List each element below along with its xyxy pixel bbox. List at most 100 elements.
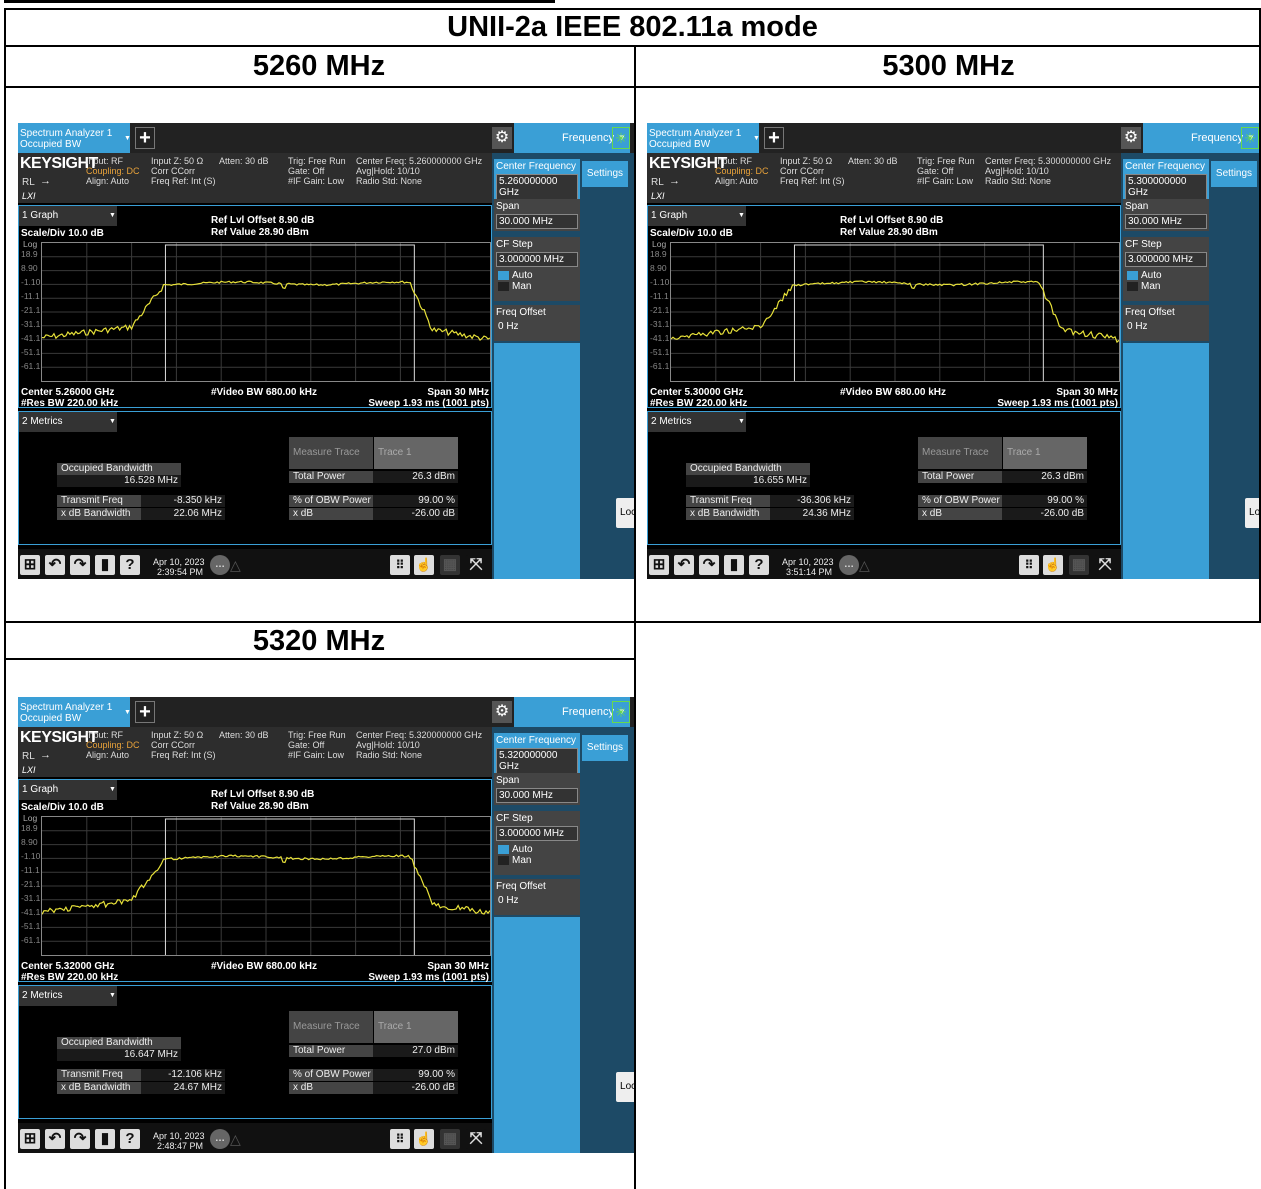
center-frequency-key[interactable]: Center Frequency 5.320000000 GHz [494, 733, 580, 776]
chat-icon[interactable]: … [210, 555, 230, 575]
file-icon[interactable]: ▮ [95, 1129, 115, 1149]
measure-trace-button[interactable]: Measure Trace [289, 1011, 373, 1043]
center-frequency-key-value[interactable]: 5.260000000 GHz [496, 174, 578, 200]
trace-select[interactable]: Trace 1 [374, 1011, 458, 1043]
settings-tab[interactable]: Settings [582, 161, 628, 187]
measure-trace-button[interactable]: Measure Trace [289, 437, 373, 469]
help-icon[interactable]: ? [120, 1129, 140, 1149]
auto-option[interactable]: Auto [1125, 270, 1207, 281]
settings-tab[interactable]: Settings [582, 735, 628, 761]
span-label: Span 30 MHz [427, 387, 489, 398]
span-key-value[interactable]: 30.000 MHz [496, 214, 578, 229]
auto-option[interactable]: Auto [496, 844, 578, 855]
touch-icon[interactable]: ☝ [414, 1129, 434, 1149]
windows-icon[interactable]: ⊞ [649, 555, 669, 575]
log-label: Log [23, 813, 38, 823]
softkey-empty-area [494, 343, 580, 579]
auto-option[interactable]: Auto [496, 270, 578, 281]
fullscreen-icon[interactable]: ⤧ [466, 1129, 486, 1149]
fullscreen-icon[interactable]: ⤧ [466, 555, 486, 575]
gear-icon[interactable]: ⚙ [492, 127, 512, 149]
screen-tab[interactable]: Spectrum Analyzer 1 Occupied BW ▼ [18, 123, 131, 153]
plus-icon[interactable]: + [135, 701, 155, 723]
chat-icon[interactable]: … [839, 555, 859, 575]
obw-pct-value: 99.00 % [373, 495, 458, 507]
grid-icon[interactable]: ▦ [440, 555, 460, 575]
center-freq-label: Center 5.32000 GHz [21, 961, 115, 972]
help-icon[interactable]: ? [120, 555, 140, 575]
center-frequency-key-value[interactable]: 5.300000000 GHz [1125, 174, 1207, 200]
graph-dropdown[interactable]: 1 Graph ▼ [648, 206, 746, 226]
frequency-menu-button[interactable]: Frequency ▼ [514, 123, 630, 153]
file-icon[interactable]: ▮ [724, 555, 744, 575]
screen-tab[interactable]: Spectrum Analyzer 1 Occupied BW ▼ [18, 697, 131, 727]
span-key-label: Span [496, 775, 520, 786]
grid-icon[interactable]: ▦ [440, 1129, 460, 1149]
touch-icon[interactable]: ☝ [1043, 555, 1063, 575]
status-input-z: Input Z: 50 Ω [151, 156, 204, 166]
windows-icon[interactable]: ⊞ [20, 1129, 40, 1149]
undo-icon[interactable]: ↶ [45, 1129, 65, 1149]
local-button[interactable]: Local [616, 1072, 634, 1102]
chat-icon[interactable]: … [210, 1129, 230, 1149]
metrics-dropdown[interactable]: 2 Metrics ▼ [19, 412, 117, 432]
settings-tab[interactable]: Settings [1211, 161, 1257, 187]
status-input-z: Input Z: 50 Ω [780, 156, 833, 166]
redo-icon[interactable]: ↷ [699, 555, 719, 575]
cf-step-key-value[interactable]: 3.000000 MHz [496, 252, 578, 267]
undo-icon[interactable]: ↶ [674, 555, 694, 575]
screen-tab[interactable]: Spectrum Analyzer 1 Occupied BW ▼ [647, 123, 760, 153]
span-key-value[interactable]: 30.000 MHz [1125, 214, 1207, 229]
freq-offset-key[interactable]: Freq Offset 0 Hz [494, 305, 580, 341]
help-icon[interactable]: ? [749, 555, 769, 575]
center-frequency-key-value[interactable]: 5.320000000 GHz [496, 748, 578, 774]
cf-step-key[interactable]: CF Step 3.000000 MHz Auto Man [494, 811, 580, 875]
redo-icon[interactable]: ↷ [70, 1129, 90, 1149]
cf-step-key[interactable]: CF Step 3.000000 MHz Auto Man [494, 237, 580, 301]
graph-dropdown[interactable]: 1 Graph ▼ [19, 780, 117, 800]
undo-icon[interactable]: ↶ [45, 555, 65, 575]
gear-icon[interactable]: ⚙ [1121, 127, 1141, 149]
graph-dropdown[interactable]: 1 Graph ▼ [19, 206, 117, 226]
lxi-icon: LXI [651, 191, 665, 201]
man-option[interactable]: Man [496, 855, 578, 866]
cf-step-key[interactable]: CF Step 3.000000 MHz Auto Man [1123, 237, 1209, 301]
freq-offset-key[interactable]: Freq Offset 0 Hz [1123, 305, 1209, 341]
y-tick: -61.1 [650, 361, 670, 371]
windows-icon[interactable]: ⊞ [20, 555, 40, 575]
span-key[interactable]: Span 30.000 MHz [494, 773, 580, 805]
keypad-icon[interactable]: ⠿ [390, 555, 410, 575]
span-key-value[interactable]: 30.000 MHz [496, 788, 578, 803]
status-input-group: Input: RF Coupling: DC Align: Auto [715, 156, 769, 186]
cf-step-key-value[interactable]: 3.000000 MHz [496, 826, 578, 841]
y-tick: -11.1 [21, 291, 40, 301]
file-icon[interactable]: ▮ [95, 555, 115, 575]
keypad-icon[interactable]: ⠿ [1019, 555, 1039, 575]
center-frequency-key[interactable]: Center Frequency 5.300000000 GHz [1123, 159, 1209, 202]
plus-icon[interactable]: + [764, 127, 784, 149]
span-key[interactable]: Span 30.000 MHz [494, 199, 580, 231]
man-option[interactable]: Man [496, 281, 578, 292]
redo-icon[interactable]: ↷ [70, 555, 90, 575]
grid-icon[interactable]: ▦ [1069, 555, 1089, 575]
fullscreen-icon[interactable]: ⤧ [1095, 555, 1115, 575]
keypad-icon[interactable]: ⠿ [390, 1129, 410, 1149]
freq-offset-key[interactable]: Freq Offset 0 Hz [494, 879, 580, 915]
trace-select[interactable]: Trace 1 [1003, 437, 1087, 469]
frequency-menu-button[interactable]: Frequency ▼ [514, 697, 630, 727]
status-inputz-group: Input Z: 50 Ω Corr CCorr Freq Ref: Int (… [151, 730, 216, 760]
touch-icon[interactable]: ☝ [414, 555, 434, 575]
frequency-menu-button[interactable]: Frequency ▼ [1143, 123, 1259, 153]
local-button[interactable]: Local [1245, 498, 1259, 528]
span-key[interactable]: Span 30.000 MHz [1123, 199, 1209, 231]
man-option[interactable]: Man [1125, 281, 1207, 292]
gear-icon[interactable]: ⚙ [492, 701, 512, 723]
measure-trace-button[interactable]: Measure Trace [918, 437, 1002, 469]
metrics-dropdown[interactable]: 2 Metrics ▼ [19, 986, 117, 1006]
center-frequency-key[interactable]: Center Frequency 5.260000000 GHz [494, 159, 580, 202]
cf-step-key-value[interactable]: 3.000000 MHz [1125, 252, 1207, 267]
plus-icon[interactable]: + [135, 127, 155, 149]
metrics-dropdown[interactable]: 2 Metrics ▼ [648, 412, 746, 432]
trace-select[interactable]: Trace 1 [374, 437, 458, 469]
local-button[interactable]: Local [616, 498, 634, 528]
